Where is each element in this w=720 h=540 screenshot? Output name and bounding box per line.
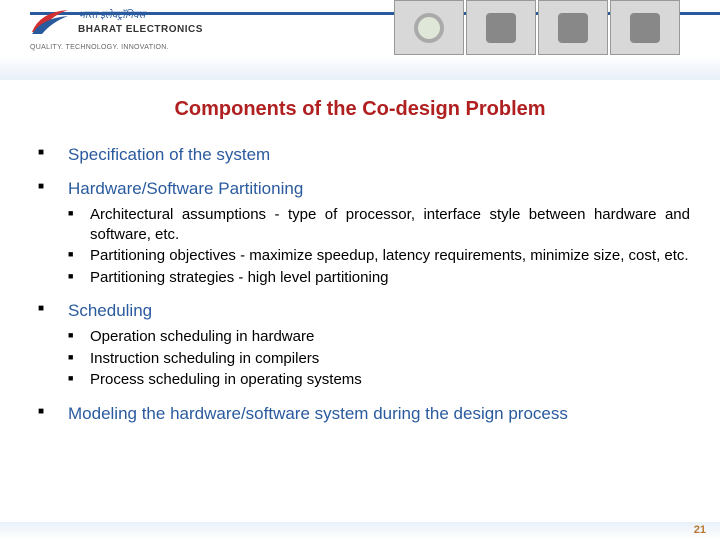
sub-bullet-item: Partitioning objectives - maximize speed…: [68, 246, 690, 266]
slide-content: Specification of the system Hardware/Sof…: [0, 145, 720, 424]
product-thumb: [394, 0, 464, 55]
slide-header: भारत इलेक्ट्रॉनिक्स BHARAT ELECTRONICS Q…: [0, 0, 720, 80]
bullet-item: Hardware/Software Partitioning Architect…: [38, 179, 690, 287]
product-thumb: [610, 0, 680, 55]
logo-hindi-text: भारत इलेक्ट्रॉनिक्स: [78, 10, 145, 21]
bullet-list: Specification of the system Hardware/Sof…: [38, 145, 690, 424]
logo-tagline: QUALITY. TECHNOLOGY. INNOVATION.: [30, 44, 169, 51]
bullet-text: Specification of the system: [68, 145, 270, 164]
slide-title: Components of the Co-design Problem: [0, 98, 720, 121]
bullet-item: Scheduling Operation scheduling in hardw…: [38, 301, 690, 390]
sub-bullet-item: Instruction scheduling in compilers: [68, 349, 690, 369]
sub-bullet-list: Architectural assumptions - type of proc…: [68, 205, 690, 287]
sub-bullet-list: Operation scheduling in hardware Instruc…: [68, 327, 690, 390]
bullet-text: Modeling the hardware/software system du…: [68, 404, 568, 423]
bullet-item: Specification of the system: [38, 145, 690, 165]
product-thumb: [466, 0, 536, 55]
bullet-text: Hardware/Software Partitioning: [68, 179, 303, 198]
sub-bullet-item: Architectural assumptions - type of proc…: [68, 205, 690, 244]
product-thumbnails: [394, 0, 680, 55]
bullet-item: Modeling the hardware/software system du…: [38, 404, 690, 424]
logo-english-text: BHARAT ELECTRONICS: [78, 24, 203, 35]
sub-bullet-item: Partitioning strategies - high level par…: [68, 268, 690, 288]
slide-footer: [0, 522, 720, 540]
product-thumb: [538, 0, 608, 55]
sub-bullet-item: Process scheduling in operating systems: [68, 370, 690, 390]
logo-swoosh-icon: [30, 2, 70, 42]
page-number: 21: [694, 524, 706, 536]
sub-bullet-item: Operation scheduling in hardware: [68, 327, 690, 347]
bullet-text: Scheduling: [68, 301, 152, 320]
company-logo: भारत इलेक्ट्रॉनिक्स BHARAT ELECTRONICS: [30, 2, 230, 62]
